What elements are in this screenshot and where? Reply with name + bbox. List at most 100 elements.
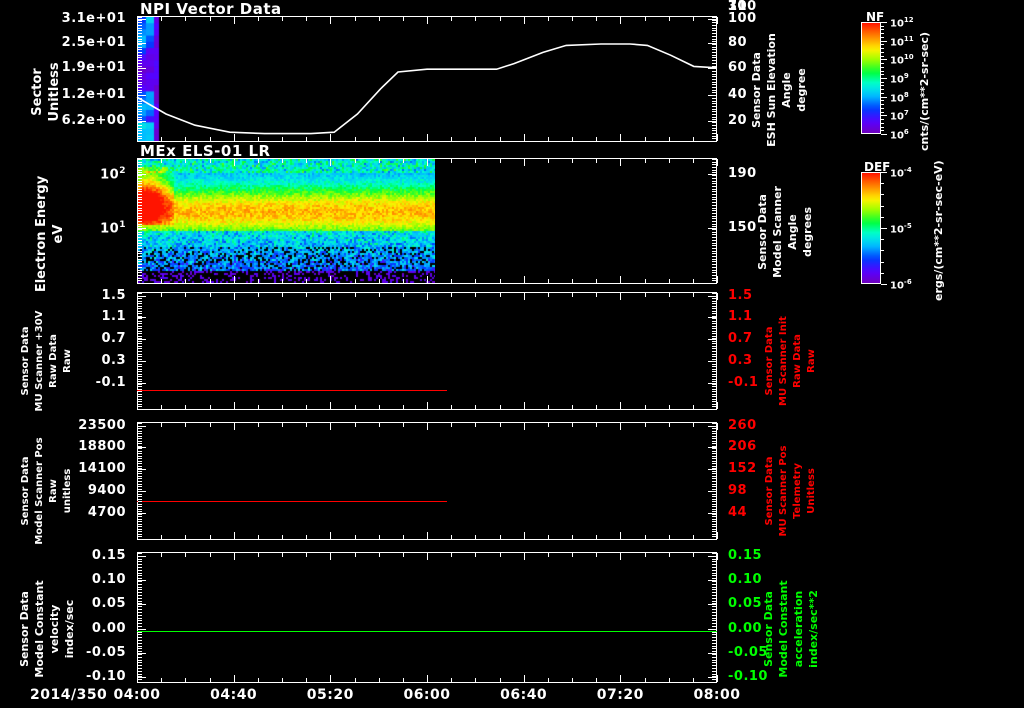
x-tick bbox=[330, 134, 331, 141]
y-tick-minor bbox=[712, 534, 716, 535]
y-tick-minor bbox=[712, 511, 716, 512]
y-tick-minor bbox=[712, 536, 716, 537]
panel-1-trace bbox=[137, 16, 717, 142]
y-tick-minor bbox=[138, 668, 142, 669]
date-label: 2014/350 bbox=[30, 688, 107, 702]
colorbar-minor-tick bbox=[881, 93, 884, 94]
colorbar-minor-tick bbox=[881, 44, 884, 45]
y-tick-minor bbox=[712, 637, 716, 638]
y-tick-minor bbox=[138, 17, 142, 18]
y-tick-minor bbox=[712, 620, 716, 621]
left-axis-tick-label: 3.1e+01 bbox=[0, 12, 126, 25]
y-tick-minor bbox=[138, 82, 142, 83]
y-tick-minor bbox=[138, 674, 142, 675]
y-tick-minor bbox=[712, 28, 716, 29]
y-tick-minor bbox=[712, 328, 716, 329]
x-tick bbox=[161, 137, 162, 141]
x-tick bbox=[451, 535, 452, 539]
y-tick-minor bbox=[138, 167, 142, 168]
y-tick-major bbox=[708, 604, 716, 605]
y-tick-minor bbox=[712, 526, 716, 527]
y-tick-minor bbox=[138, 448, 142, 449]
y-tick-minor bbox=[712, 25, 716, 26]
y-tick-minor bbox=[712, 451, 716, 452]
right-axis-tick-label: 80 bbox=[728, 36, 747, 49]
y-tick-minor bbox=[712, 175, 716, 176]
colorbar-minor-tick bbox=[881, 56, 884, 57]
y-tick-minor bbox=[712, 521, 716, 522]
colorbar-minor-tick bbox=[881, 33, 884, 34]
x-tick bbox=[524, 675, 525, 682]
y-tick-minor bbox=[138, 453, 142, 454]
x-tick bbox=[693, 293, 694, 297]
x-tick bbox=[693, 17, 694, 21]
y-tick-minor bbox=[138, 303, 142, 304]
x-axis-tick-label: 06:40 bbox=[496, 688, 552, 702]
y-tick-minor bbox=[712, 489, 716, 490]
colorbar-minor-tick bbox=[881, 206, 884, 207]
y-tick-minor bbox=[138, 662, 142, 663]
y-tick-minor bbox=[712, 341, 716, 342]
y-tick-minor bbox=[712, 275, 716, 276]
y-tick-minor bbox=[138, 141, 142, 142]
y-tick-minor bbox=[138, 162, 142, 163]
x-tick bbox=[548, 423, 549, 427]
x-tick bbox=[500, 293, 501, 297]
right-axis-tick-label: 40 bbox=[728, 88, 747, 101]
right-axis-tick-label: 206 bbox=[728, 440, 757, 453]
y-tick-minor bbox=[138, 679, 142, 680]
y-tick-minor bbox=[712, 264, 716, 265]
right-axis-label: ESH Sun Elevation bbox=[766, 33, 777, 147]
y-tick-minor bbox=[712, 668, 716, 669]
x-tick bbox=[306, 17, 307, 21]
left-axis-label: Sector bbox=[31, 68, 44, 115]
colorbar-minor-tick bbox=[881, 37, 884, 38]
y-tick-minor bbox=[138, 598, 142, 599]
y-tick-minor bbox=[138, 431, 142, 432]
colorbar-tick-label: 109 bbox=[890, 72, 909, 85]
colorbar-tick-label: 10-4 bbox=[890, 166, 912, 179]
y-tick-minor bbox=[138, 28, 142, 29]
y-tick-minor bbox=[712, 399, 716, 400]
y-tick-minor bbox=[712, 162, 716, 163]
y-tick-minor bbox=[138, 331, 142, 332]
x-tick bbox=[185, 535, 186, 539]
x-tick bbox=[258, 17, 259, 21]
colorbar-minor-tick bbox=[881, 82, 884, 83]
x-tick bbox=[693, 279, 694, 283]
y-tick-minor bbox=[712, 629, 716, 630]
right-axis-label: MU Scanner Init bbox=[779, 316, 789, 406]
y-tick-minor bbox=[138, 191, 142, 192]
y-tick-minor bbox=[712, 167, 716, 168]
y-tick-minor bbox=[712, 391, 716, 392]
y-tick-minor bbox=[138, 280, 142, 281]
y-tick-minor bbox=[712, 539, 716, 540]
y-tick-minor bbox=[138, 133, 142, 134]
x-tick bbox=[355, 535, 356, 539]
y-tick-minor bbox=[138, 103, 142, 104]
x-tick bbox=[645, 678, 646, 682]
x-tick bbox=[185, 293, 186, 297]
y-tick-minor bbox=[138, 589, 142, 590]
x-tick bbox=[427, 675, 428, 682]
right-axis-tick-label: 0.3 bbox=[728, 354, 753, 367]
x-tick bbox=[620, 17, 621, 24]
x-tick bbox=[645, 405, 646, 409]
right-axis-tick-label: 0.00 bbox=[728, 622, 762, 635]
x-tick bbox=[210, 293, 211, 297]
x-tick bbox=[717, 532, 718, 539]
y-tick-minor bbox=[712, 646, 716, 647]
y-tick-minor bbox=[712, 595, 716, 596]
x-tick bbox=[669, 137, 670, 141]
y-tick-minor bbox=[712, 348, 716, 349]
x-tick bbox=[258, 423, 259, 427]
panel-5-frame bbox=[137, 552, 717, 683]
y-tick-minor bbox=[138, 328, 142, 329]
y-tick-minor bbox=[712, 626, 716, 627]
y-tick-minor bbox=[138, 623, 142, 624]
y-tick-minor bbox=[712, 601, 716, 602]
y-tick-minor bbox=[712, 20, 716, 21]
y-tick-minor bbox=[138, 359, 142, 360]
right-axis-label: Raw Data bbox=[793, 334, 803, 388]
x-tick bbox=[379, 553, 380, 557]
